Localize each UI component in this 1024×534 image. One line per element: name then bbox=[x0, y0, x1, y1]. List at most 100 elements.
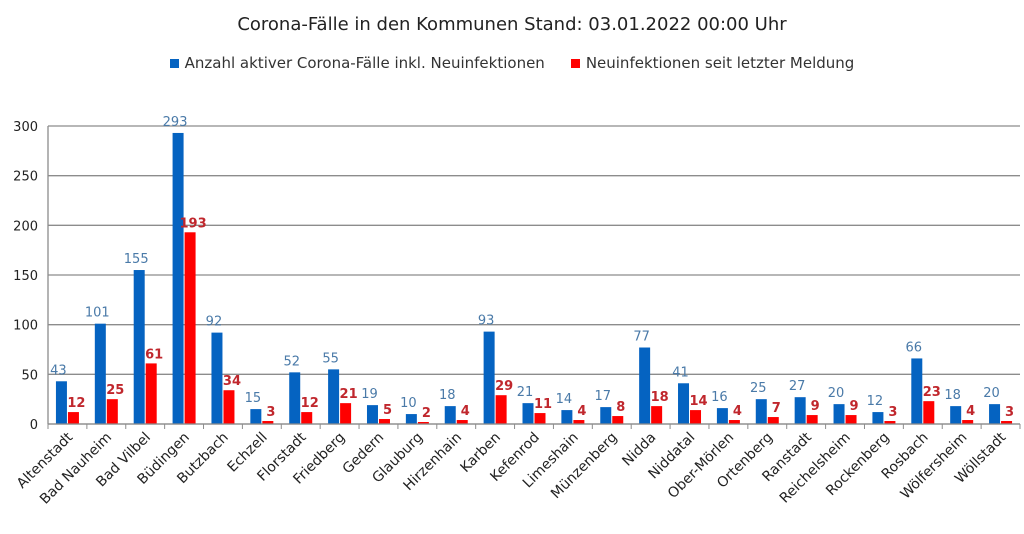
y-tick-label: 150 bbox=[13, 269, 38, 284]
bar-new bbox=[651, 406, 663, 424]
data-label-active: 55 bbox=[322, 351, 339, 366]
bar-new bbox=[534, 413, 546, 424]
legend-swatch-active bbox=[169, 58, 179, 68]
bar-new bbox=[767, 417, 779, 424]
legend-label-new: Neuinfektionen seit letzter Meldung bbox=[585, 54, 855, 72]
data-label-active: 10 bbox=[400, 396, 417, 411]
bar-new bbox=[145, 363, 157, 424]
chart-title: Corona-Fälle in den Kommunen Stand: 03.0… bbox=[237, 14, 787, 35]
data-label-new: 18 bbox=[651, 390, 669, 405]
data-label-active: 20 bbox=[828, 386, 845, 401]
bar-active bbox=[366, 405, 378, 424]
data-label-new: 193 bbox=[180, 216, 207, 231]
bar-active bbox=[172, 132, 184, 424]
data-label-active: 12 bbox=[867, 394, 884, 409]
data-label-active: 18 bbox=[944, 388, 961, 403]
bar-new bbox=[923, 401, 935, 424]
bar-active bbox=[872, 412, 884, 424]
data-label-active: 52 bbox=[283, 354, 300, 369]
bar-new bbox=[378, 419, 390, 424]
data-label-active: 92 bbox=[206, 315, 223, 330]
bar-active bbox=[250, 409, 262, 424]
data-label-active: 14 bbox=[556, 392, 573, 407]
bar-active bbox=[561, 410, 573, 424]
bar-active bbox=[55, 381, 67, 424]
data-label-new: 5 bbox=[383, 403, 392, 418]
data-label-new: 3 bbox=[266, 405, 275, 420]
data-label-new: 25 bbox=[106, 383, 124, 398]
data-label-new: 9 bbox=[850, 399, 859, 414]
bar-active bbox=[833, 404, 845, 424]
bar-active bbox=[405, 414, 417, 424]
data-label-active: 66 bbox=[906, 340, 923, 355]
bar-active bbox=[211, 332, 223, 424]
bar-new bbox=[573, 420, 585, 424]
bar-new bbox=[612, 416, 624, 424]
bar-new bbox=[962, 420, 974, 424]
data-label-new: 9 bbox=[811, 399, 820, 414]
bar-active bbox=[755, 399, 767, 424]
bar-new bbox=[495, 395, 507, 424]
data-label-new: 14 bbox=[689, 394, 707, 409]
data-label-new: 61 bbox=[145, 347, 163, 362]
data-label-active: 15 bbox=[245, 391, 262, 406]
bar-new bbox=[67, 412, 79, 424]
y-tick-label: 300 bbox=[13, 120, 38, 135]
bar-active bbox=[716, 408, 728, 424]
data-label-active: 16 bbox=[711, 390, 728, 405]
bar-active bbox=[911, 358, 923, 424]
data-label-new: 4 bbox=[733, 404, 742, 419]
data-label-active: 43 bbox=[50, 363, 67, 378]
data-label-new: 4 bbox=[577, 404, 586, 419]
legend-item-new: Neuinfektionen seit letzter Meldung bbox=[570, 54, 855, 72]
data-label-new: 3 bbox=[1005, 405, 1014, 420]
bar-new bbox=[1001, 421, 1013, 424]
bar-new bbox=[106, 399, 118, 424]
bar-active bbox=[794, 397, 806, 424]
bar-new bbox=[417, 422, 429, 424]
bar-new bbox=[301, 412, 313, 424]
data-label-active: 27 bbox=[789, 379, 806, 394]
bar-active bbox=[328, 369, 340, 424]
bar-active bbox=[639, 347, 651, 424]
data-label-active: 20 bbox=[983, 386, 1000, 401]
bar-new bbox=[223, 390, 235, 424]
data-label-new: 4 bbox=[461, 404, 470, 419]
data-label-active: 293 bbox=[163, 115, 188, 130]
bar-active bbox=[94, 323, 106, 424]
data-label-new: 4 bbox=[966, 404, 975, 419]
legend-label-active: Anzahl aktiver Corona-Fälle inkl. Neuinf… bbox=[184, 54, 545, 72]
bar-active bbox=[678, 383, 690, 424]
bar-active bbox=[483, 331, 495, 424]
bar-active bbox=[444, 406, 456, 424]
bar-active bbox=[522, 403, 534, 424]
data-label-active: 17 bbox=[594, 389, 611, 404]
data-label-new: 11 bbox=[534, 397, 552, 412]
bar-active bbox=[600, 407, 612, 424]
data-label-new: 29 bbox=[495, 379, 513, 394]
data-label-active: 101 bbox=[85, 306, 110, 321]
data-label-new: 3 bbox=[888, 405, 897, 420]
data-label-new: 34 bbox=[223, 374, 241, 389]
bar-active bbox=[133, 270, 145, 424]
data-label-active: 77 bbox=[633, 330, 650, 345]
data-label-new: 8 bbox=[616, 400, 625, 415]
data-label-new: 23 bbox=[923, 385, 941, 400]
bar-active bbox=[950, 406, 962, 424]
data-label-new: 12 bbox=[301, 396, 319, 411]
legend-swatch-new bbox=[570, 58, 580, 68]
bar-new bbox=[340, 403, 352, 424]
data-label-active: 18 bbox=[439, 388, 456, 403]
data-label-active: 21 bbox=[517, 385, 534, 400]
data-label-new: 21 bbox=[340, 387, 358, 402]
legend-item-active: Anzahl aktiver Corona-Fälle inkl. Neuinf… bbox=[169, 54, 545, 72]
data-label-new: 7 bbox=[772, 401, 781, 416]
y-tick-label: 200 bbox=[13, 219, 38, 234]
bar-active bbox=[289, 372, 301, 424]
bar-new bbox=[884, 421, 896, 424]
data-label-active: 93 bbox=[478, 314, 495, 329]
bar-active bbox=[989, 404, 1001, 424]
bar-new bbox=[456, 420, 468, 424]
bar-new bbox=[184, 232, 196, 424]
bar-new bbox=[690, 410, 702, 424]
